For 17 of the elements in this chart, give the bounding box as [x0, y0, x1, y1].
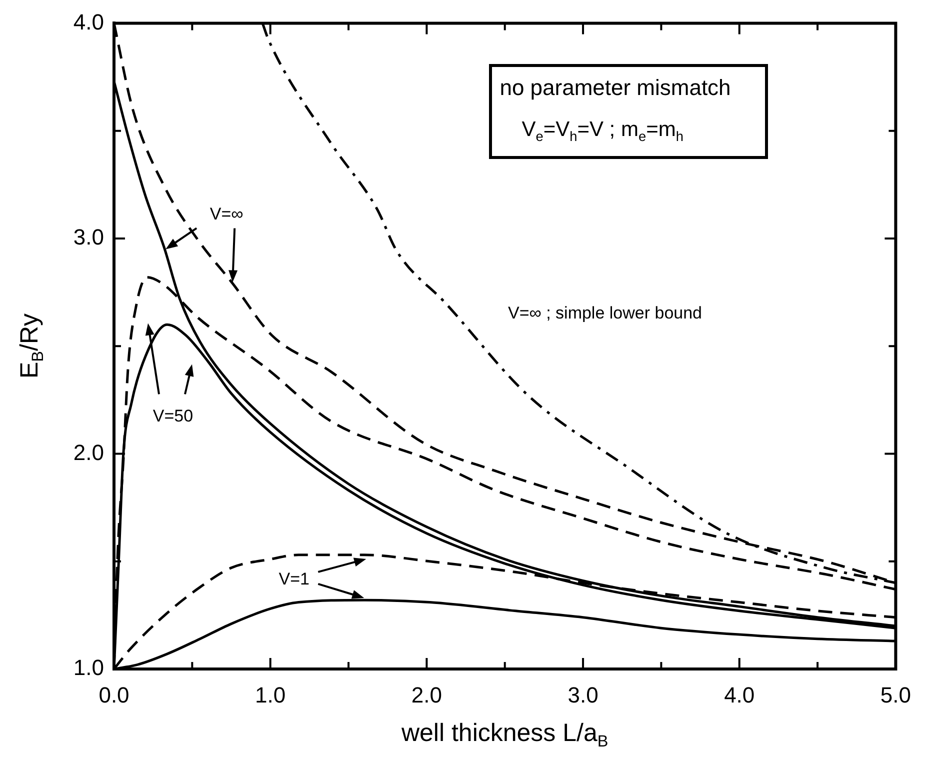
- annotation: V=1: [278, 569, 310, 588]
- y-tick-label: 4.0: [73, 9, 104, 34]
- annotation: no parameter mismatch: [500, 75, 731, 100]
- x-tick-label: 4.0: [724, 682, 755, 708]
- x-axis-title: well thickness L/a$_{B}$: [401, 719, 608, 751]
- x-tick-label: 2.0: [411, 682, 442, 708]
- annotation: V=∞: [210, 204, 244, 224]
- y-tick-label: 2.0: [73, 440, 104, 465]
- x-tick-label: 5.0: [880, 682, 912, 708]
- x-tick-label: 3.0: [568, 682, 598, 708]
- annotation: V=∞ ; simple lower bound: [508, 304, 702, 323]
- y-tick-label: 1.0: [73, 655, 104, 680]
- y-tick-label: 3.0: [73, 224, 104, 250]
- annotation: V$_{e}$=V$_{h}$=V ; m$_{e}$=m$_{h}$: [522, 118, 684, 144]
- annotation: V=50: [152, 406, 194, 426]
- x-tick-label: 1.0: [255, 682, 286, 708]
- x-tick-label: 0.0: [98, 682, 130, 708]
